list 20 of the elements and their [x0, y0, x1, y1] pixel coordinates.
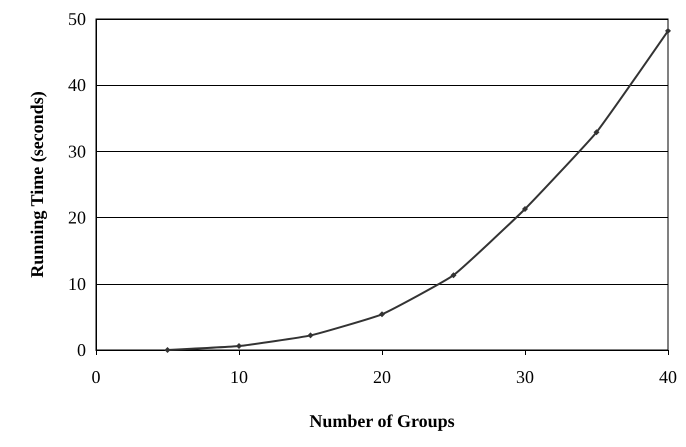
point [594, 129, 600, 136]
x-tick-label: 30 [516, 367, 534, 387]
y-axis-title: Running Time (seconds) [27, 91, 47, 278]
point [236, 343, 242, 350]
point [379, 311, 385, 318]
point [450, 272, 456, 278]
point [522, 206, 528, 212]
y-tick-label: 20 [68, 208, 86, 228]
point [665, 28, 671, 34]
y-tick-label: 50 [68, 9, 86, 29]
x-tick-label: 0 [92, 367, 100, 387]
x-tick-label: 10 [230, 367, 248, 387]
x-axis-title: Number of Groups [309, 411, 455, 431]
x-tick-label: 20 [373, 367, 391, 387]
x-tick-label: 40 [659, 367, 677, 387]
y-tick-label: 40 [68, 75, 86, 96]
point [308, 332, 314, 338]
y-tick-label: 0 [77, 340, 86, 360]
y-tick-label: 30 [68, 141, 86, 162]
y-tick-label: 10 [68, 274, 86, 294]
